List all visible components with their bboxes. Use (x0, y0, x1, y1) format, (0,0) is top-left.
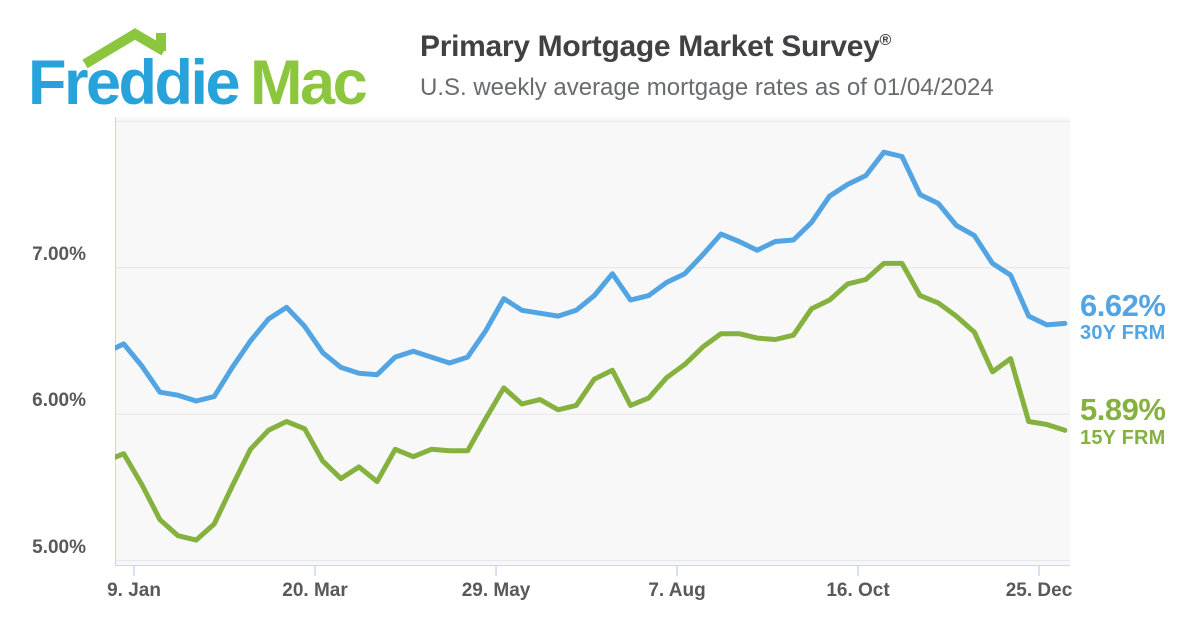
x-axis-label: 16. Oct (826, 580, 890, 601)
plot-area (115, 117, 1070, 565)
logo-mac: Mac (250, 48, 368, 118)
y-axis-label: 7.00% (32, 243, 86, 265)
freddie-mac-logo: Freddie Mac (28, 10, 398, 115)
page-title: Primary Mortgage Market Survey® (420, 30, 891, 64)
page-title-text: Primary Mortgage Market Survey (420, 30, 880, 63)
series-line-15y-frm[interactable] (106, 260, 1068, 543)
current-rate-15y: 5.89% (1080, 392, 1166, 427)
x-axis-label: 20. Mar (282, 580, 348, 601)
series-label-15y-frm: 15Y FRM (1080, 427, 1166, 449)
house-roof-icon (82, 28, 167, 69)
x-axis-label: 9. Jan (107, 580, 161, 601)
page-subtitle: U.S. weekly average mortgage rates as of… (420, 74, 994, 101)
logo-freddie: Freddie (28, 48, 241, 118)
logo-wordmark: Freddie Mac (28, 52, 368, 115)
registered-mark: ® (879, 32, 892, 49)
series-line-30y-frm[interactable] (106, 149, 1068, 404)
y-axis-label: 5.00% (32, 536, 86, 558)
x-axis-label: 25. Dec (1005, 580, 1073, 601)
current-rate-30y: 6.62% (1080, 288, 1166, 323)
x-axis-label: 29. May (461, 580, 531, 601)
series-label-30y-frm: 30Y FRM (1080, 322, 1166, 344)
x-axis-label: 7. Aug (648, 580, 706, 601)
y-axis-label: 6.00% (32, 390, 86, 412)
